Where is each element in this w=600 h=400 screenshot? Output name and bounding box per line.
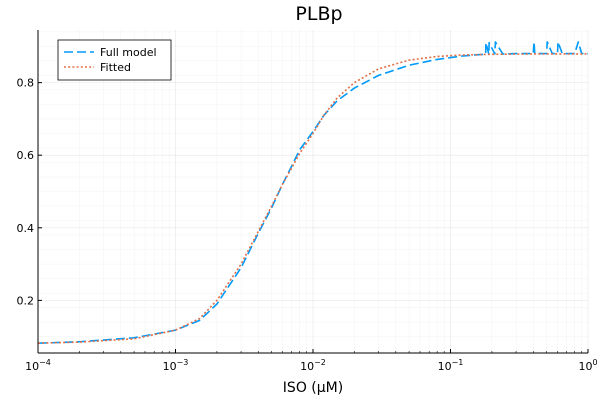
y-tick-label: 0.6: [17, 149, 35, 162]
legend-label: Full model: [100, 46, 157, 59]
x-tick-label: 100: [578, 358, 597, 373]
tick-labels: 10−4 10−3 10−2 10−1 100 0.2 0.4 0.6 0.8: [17, 77, 598, 373]
series-layer: [37, 41, 588, 344]
x-tick-label: 10−1: [438, 358, 464, 373]
series-line-2: [37, 53, 588, 344]
chart-title: PLBp: [295, 3, 342, 25]
axes: [37, 30, 589, 354]
legend-label: Fitted: [100, 61, 131, 74]
x-axis-title: ISO (μM): [283, 380, 343, 396]
x-tick-label: 10−3: [163, 358, 189, 373]
y-tick-label: 0.4: [17, 222, 35, 235]
legend-box: [57, 39, 172, 81]
legend: Full model Fitted: [57, 39, 172, 81]
y-tick-label: 0.8: [17, 77, 35, 90]
x-tick-label: 10−4: [25, 358, 51, 373]
y-tick-label: 0.2: [17, 294, 35, 307]
grid: [37, 30, 589, 353]
x-tick-label: 10−2: [300, 358, 326, 373]
